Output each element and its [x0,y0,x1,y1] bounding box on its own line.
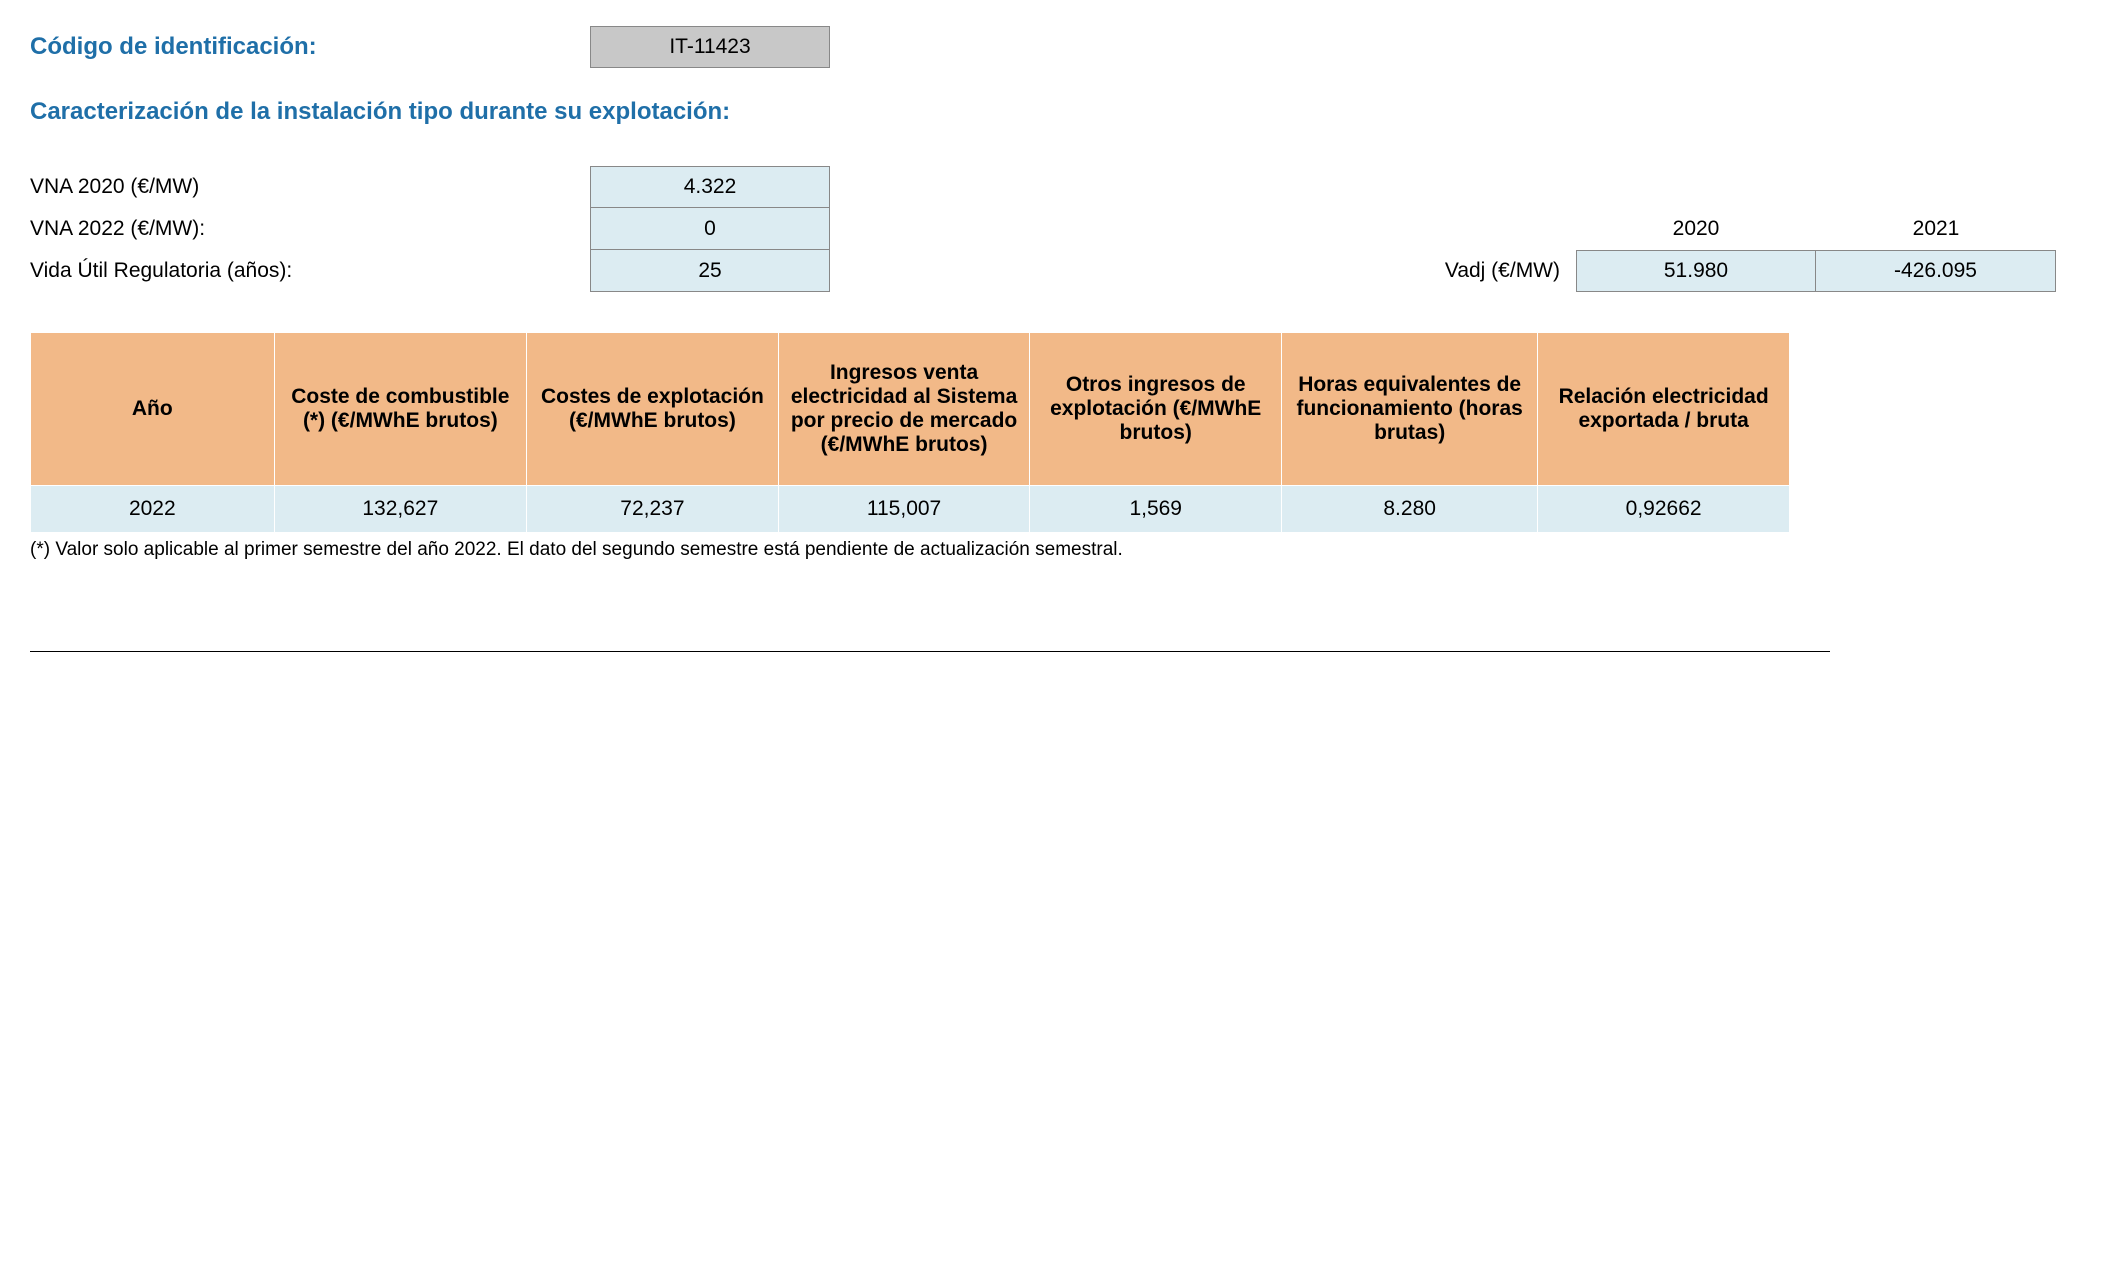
col-0: Año [31,333,275,486]
main-table: Año Coste de combustible (*) (€/MWhE bru… [30,332,1790,533]
codigo-label: Código de identificación: [30,33,590,61]
cell-0-5: 8.280 [1282,486,1538,533]
vna2022-label: VNA 2022 (€/MW): [30,208,590,250]
vida-label: Vida Útil Regulatoria (años): [30,250,590,292]
codigo-value-cell: IT-11423 [590,26,830,68]
col-1: Coste de combustible (*) (€/MWhE brutos) [274,333,526,486]
footnote: (*) Valor solo aplicable al primer semes… [30,539,2096,561]
col-4: Otros ingresos de explotación (€/MWhE br… [1030,333,1282,486]
col-5: Horas equivalentes de funcionamiento (ho… [1282,333,1538,486]
vna2020-value: 4.322 [590,166,830,208]
vadj-label: Vadj (€/MW) [1380,250,1576,292]
vna2022-value: 0 [590,208,830,250]
params-block: VNA 2020 (€/MW) VNA 2022 (€/MW): Vida Út… [30,166,830,292]
cell-0-1: 132,627 [274,486,526,533]
vadj-year-0: 2020 [1576,208,1816,250]
vna2020-label: VNA 2020 (€/MW) [30,166,590,208]
caracterizacion-heading: Caracterización de la instalación tipo d… [30,98,730,126]
cell-0-0: 2022 [31,486,275,533]
col-3: Ingresos venta electricidad al Sistema p… [778,333,1030,486]
vida-value: 25 [590,250,830,292]
separator-line [30,651,1830,652]
vadj-value-1: -426.095 [1816,250,2056,292]
col-6: Relación electricidad exportada / bruta [1538,333,1790,486]
vadj-block: Vadj (€/MW) 2020 51.980 2021 -426.095 [1380,208,2056,292]
cell-0-2: 72,237 [527,486,779,533]
table-row: 2022 132,627 72,237 115,007 1,569 8.280 … [31,486,1790,533]
cell-0-4: 1,569 [1030,486,1282,533]
vadj-year-1: 2021 [1816,208,2056,250]
cell-0-3: 115,007 [778,486,1030,533]
codigo-row: Código de identificación: IT-11423 [30,26,2096,68]
vadj-value-0: 51.980 [1576,250,1816,292]
cell-0-6: 0,92662 [1538,486,1790,533]
col-2: Costes de explotación (€/MWhE brutos) [527,333,779,486]
table-header-row: Año Coste de combustible (*) (€/MWhE bru… [31,333,1790,486]
